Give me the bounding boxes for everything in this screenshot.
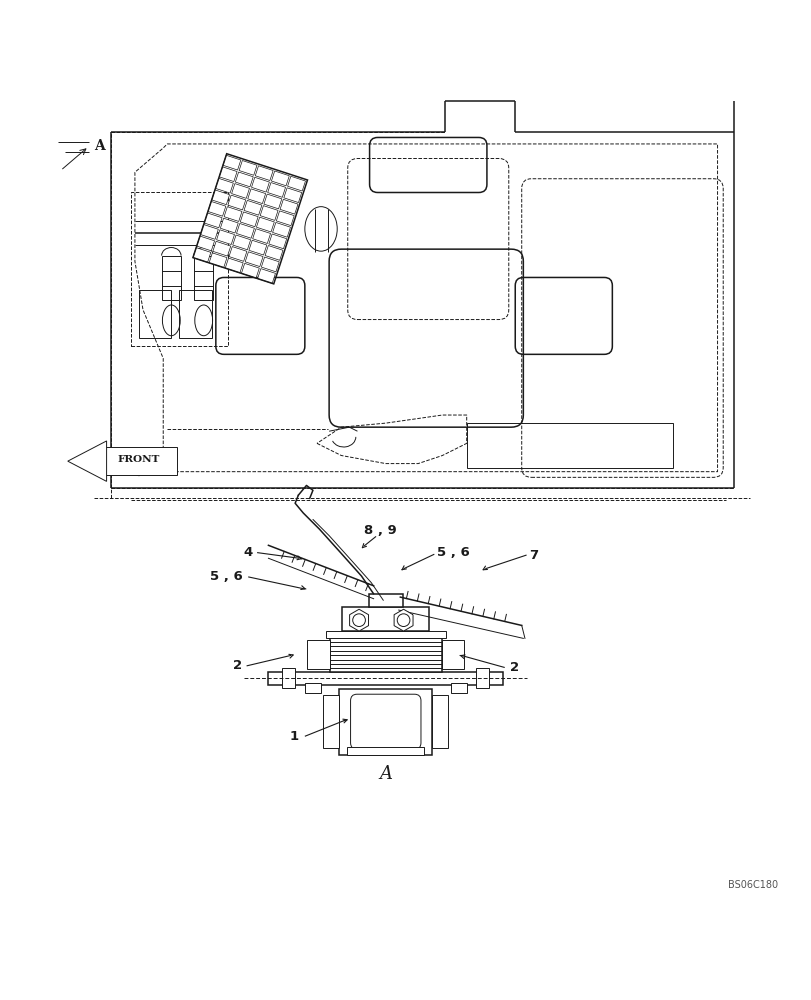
Bar <box>284 188 302 203</box>
Bar <box>139 290 171 338</box>
Bar <box>256 217 274 232</box>
Text: 2: 2 <box>509 661 518 674</box>
Bar <box>251 177 269 192</box>
Bar <box>450 683 466 693</box>
Text: 4: 4 <box>242 546 252 559</box>
Bar <box>276 211 294 226</box>
Bar <box>272 222 290 237</box>
Bar <box>233 235 251 250</box>
Bar <box>193 248 211 262</box>
Polygon shape <box>393 609 413 631</box>
Text: 1: 1 <box>290 730 298 743</box>
Bar <box>236 223 254 238</box>
Bar <box>255 166 272 181</box>
Bar <box>329 638 441 672</box>
Bar <box>339 689 431 755</box>
Bar <box>325 631 445 638</box>
Bar <box>261 257 279 272</box>
Bar <box>219 167 237 182</box>
Bar <box>271 171 289 186</box>
Bar <box>193 154 307 284</box>
Bar <box>224 207 242 221</box>
Text: FRONT: FRONT <box>118 455 160 464</box>
Bar <box>249 240 267 255</box>
Bar <box>217 230 234 245</box>
Bar <box>264 194 281 209</box>
Bar <box>241 263 259 278</box>
Bar <box>179 290 212 338</box>
Bar <box>200 225 218 239</box>
Bar <box>225 258 242 273</box>
Bar <box>347 747 423 755</box>
Bar <box>204 213 221 228</box>
Bar <box>229 247 247 261</box>
Bar <box>268 234 286 249</box>
Text: A: A <box>94 139 105 153</box>
Text: 5 , 6: 5 , 6 <box>436 546 469 559</box>
Bar <box>215 178 233 193</box>
Bar <box>235 172 253 187</box>
Bar <box>212 241 230 256</box>
Bar <box>287 176 305 191</box>
Bar <box>244 200 262 215</box>
Bar <box>238 161 256 175</box>
Bar <box>476 668 489 688</box>
Bar <box>252 229 270 243</box>
Text: A: A <box>379 765 392 783</box>
Text: 2: 2 <box>233 659 242 672</box>
Polygon shape <box>350 609 368 631</box>
Polygon shape <box>98 447 177 475</box>
Text: BS06C180: BS06C180 <box>727 880 777 890</box>
Bar <box>431 695 448 748</box>
Bar <box>240 212 258 227</box>
Bar <box>245 252 263 267</box>
Text: 8 , 9: 8 , 9 <box>363 524 396 537</box>
Bar <box>441 640 464 669</box>
Bar <box>323 695 339 748</box>
Text: 5 , 6: 5 , 6 <box>209 570 242 583</box>
Bar <box>341 607 429 631</box>
Bar <box>228 195 246 210</box>
Bar <box>264 246 282 260</box>
Bar <box>466 423 672 468</box>
Bar <box>231 184 249 198</box>
Polygon shape <box>67 441 106 481</box>
Bar <box>260 206 277 220</box>
Bar <box>368 594 402 607</box>
Bar <box>220 218 238 233</box>
Bar <box>212 190 230 205</box>
Bar <box>208 201 225 216</box>
Bar <box>268 183 285 197</box>
Bar <box>307 640 329 669</box>
Bar <box>223 155 241 170</box>
Bar <box>247 189 265 204</box>
Bar <box>196 236 214 251</box>
Text: 7: 7 <box>528 549 538 562</box>
Bar <box>257 269 275 283</box>
Bar <box>161 256 181 300</box>
Bar <box>282 668 294 688</box>
Bar <box>268 672 503 685</box>
Bar <box>304 683 320 693</box>
Bar <box>194 256 213 300</box>
Bar <box>209 253 227 268</box>
Bar <box>280 199 298 214</box>
